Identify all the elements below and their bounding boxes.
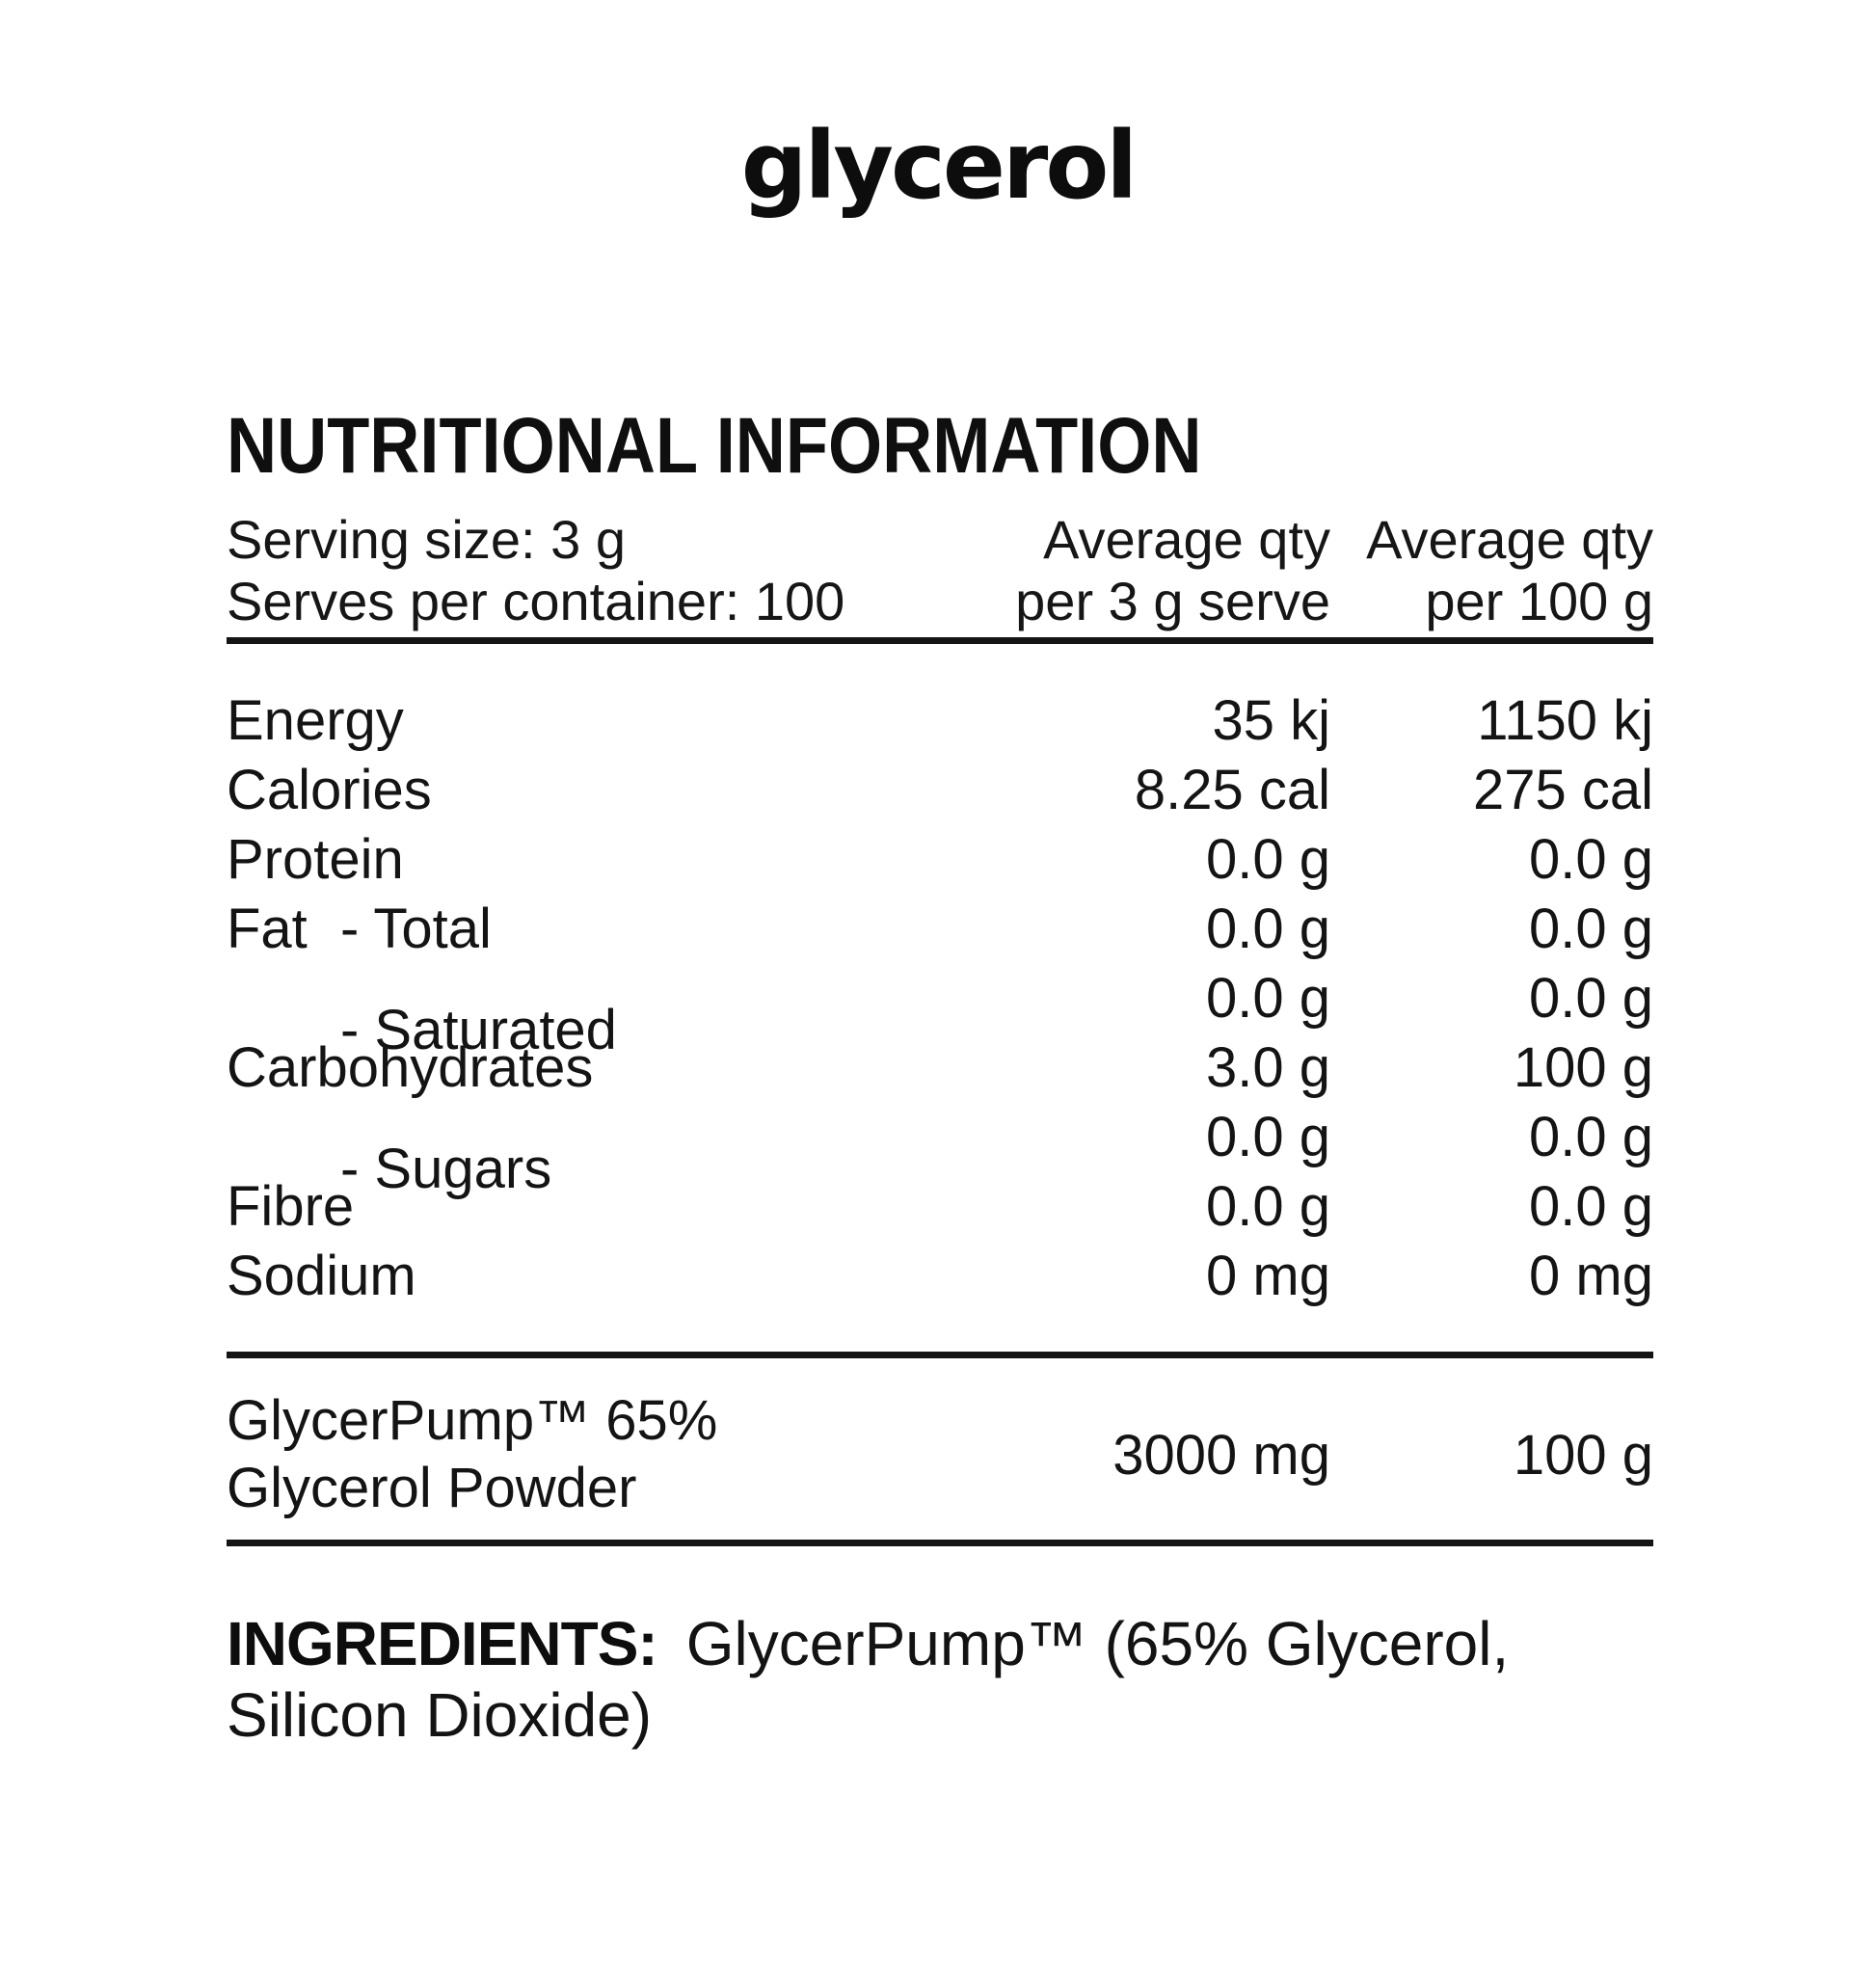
value-per-serve: 3000 mg [1112,1423,1330,1487]
row-label: Calories [227,758,432,821]
value-per-100g: 0 mg [1529,1244,1653,1307]
value-per-serve: 0.0 g [1206,897,1330,960]
table-row: Protein 0.0 g 0.0 g [227,824,1653,894]
divider [227,1540,1653,1546]
value-per-serve: 0.0 g [1206,1105,1330,1168]
row-label: Fibre [227,1174,355,1238]
row-sublabel: - Total [340,897,492,960]
brand-logo: glycerol [740,112,1138,220]
row-label: Carbohydrates [227,1035,594,1099]
column-header-line: Average qty [1043,509,1330,570]
value-per-100g: 0.0 g [1529,1174,1653,1238]
row-label: Sodium [227,1244,416,1307]
value-per-serve: 0 mg [1206,1244,1330,1307]
value-per-serve: 0.0 g [1206,827,1330,891]
table-row: Energy 35 kj 1150 kj [227,685,1653,755]
value-per-100g: 0.0 g [1529,897,1653,960]
table-row: - Sugars 0.0 g 0.0 g [227,1102,1653,1201]
column-header-line: per 100 g [1425,571,1653,631]
column-header-per-serve: Average qty per 3 g serve [998,509,1330,632]
value-per-100g: 0.0 g [1529,827,1653,891]
value-per-100g: 100 g [1513,1035,1653,1099]
value-per-100g: 100 g [1513,1423,1653,1487]
divider [227,1352,1653,1358]
nutrition-panel: NUTRITIONAL INFORMATION Serving size: 3 … [227,407,1653,1751]
value-per-100g: 1150 kj [1477,688,1653,752]
ingredients-line2: Silicon Dioxide) [227,1680,653,1750]
ingredients-text: GlycerPump™ (65% Glycerol, [685,1609,1510,1678]
column-header-line: Average qty [1366,509,1653,570]
column-header-per-100g: Average qty per 100 g [1330,509,1653,632]
table-row: Carbohydrates 3.0 g 100 g [227,1032,1653,1102]
value-per-serve: 0.0 g [1206,966,1330,1030]
highlight-row: GlycerPump™ 65% Glycerol Powder 3000 mg … [227,1358,1653,1540]
value-per-serve: 8.25 cal [1134,758,1330,821]
row-label: Protein [227,827,404,891]
highlight-label-line1: GlycerPump™ 65% [227,1389,718,1452]
table-row: - Saturated 0.0 g 0.0 g [227,963,1653,1062]
nutrient-table: Energy 35 kj 1150 kj Calories 8.25 cal 2… [227,644,1653,1310]
value-per-100g: 275 cal [1472,758,1653,821]
value-per-100g: 0.0 g [1529,1105,1653,1168]
divider [227,637,1653,644]
row-label: Energy [227,688,404,752]
ingredients-line1: INGREDIENTS: GlycerPump™ (65% Glycerol, [227,1608,1653,1679]
panel-title: NUTRITIONAL INFORMATION [227,402,1202,490]
table-row: Calories 8.25 cal 275 cal [227,755,1653,824]
table-row: Sodium 0 mg 0 mg [227,1241,1653,1310]
ingredients-section: INGREDIENTS: GlycerPump™ (65% Glycerol, S… [227,1608,1653,1751]
row-sublabel: - Saturated [340,999,617,1061]
value-per-100g: 0.0 g [1529,966,1653,1030]
highlight-row-label: GlycerPump™ 65% Glycerol Powder [227,1387,998,1522]
table-row: Fibre 0.0 g 0.0 g [227,1171,1653,1241]
value-per-serve: 0.0 g [1206,1174,1330,1238]
serving-info: Serving size: 3 g Serves per container: … [227,509,998,632]
row-label: Fat [227,897,308,960]
ingredients-label: INGREDIENTS: [227,1609,658,1678]
table-row: Fat - Total 0.0 g 0.0 g [227,894,1653,963]
table-header: Serving size: 3 g Serves per container: … [227,509,1653,632]
value-per-serve: 35 kj [1212,688,1330,752]
column-header-line: per 3 g serve [1015,571,1330,631]
value-per-serve: 3.0 g [1206,1035,1330,1099]
highlight-label-line2: Glycerol Powder [227,1457,637,1519]
serving-size: Serving size: 3 g [227,509,626,570]
row-sublabel: - Sugars [340,1138,552,1200]
serves-per-container: Serves per container: 100 [227,571,845,631]
